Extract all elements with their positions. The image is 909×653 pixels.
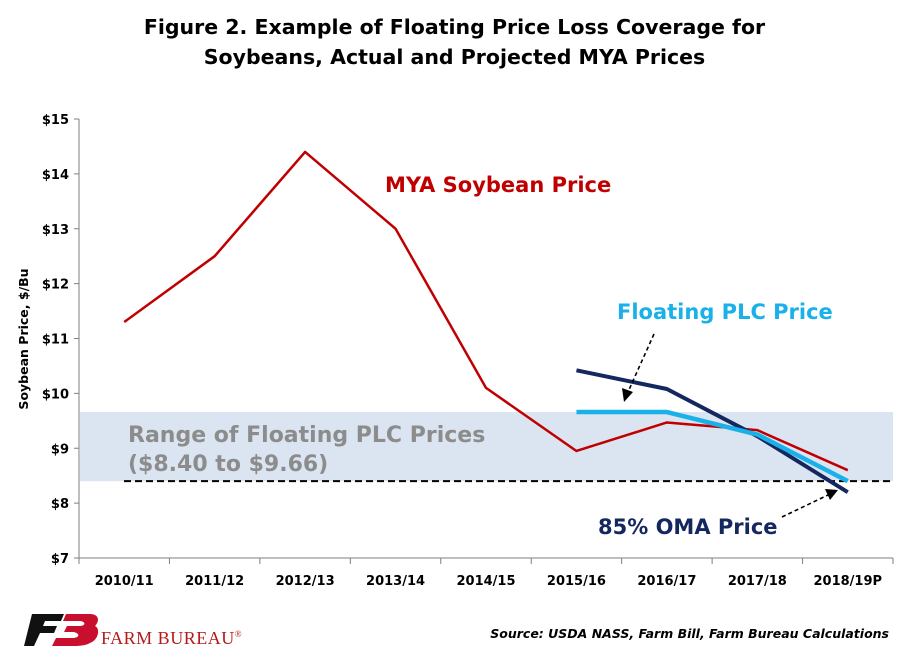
arrowhead-oma	[825, 489, 838, 500]
x-tick-label: 2016/17	[637, 574, 696, 589]
chart-title: Figure 2. Example of Floating Price Loss…	[0, 12, 909, 72]
farm-bureau-logo-icon	[24, 614, 99, 646]
series-line-floating-plc-price	[576, 409, 849, 484]
y-tick-label: $11	[42, 333, 69, 348]
x-tick-label: 2018/19P	[813, 574, 882, 589]
series-line-85-oma-price	[576, 368, 849, 494]
x-axis-ticks: 2010/11 2011/12 2012/13 2013/14 2014/15 2015/…	[78, 558, 894, 589]
source-note: Source: USDA NASS, Farm Bill, Farm Burea…	[490, 626, 889, 641]
series-label-oma: 85% OMA Price	[598, 515, 778, 539]
arrow-floating-plc	[627, 333, 655, 393]
series-label-floating-plc: Floating PLC Price	[617, 300, 833, 324]
title-line-2: Soybeans, Actual and Projected MYA Price…	[203, 45, 706, 69]
y-tick-label: $14	[42, 168, 69, 183]
y-tick-label: $7	[51, 552, 69, 567]
y-axis-ticks: $7 $8 $9 $10 $11 $12 $13 $14 $15	[42, 113, 79, 567]
band-label-line-1: Range of Floating PLC Prices	[128, 423, 485, 448]
brand-name: FARM BUREAU®	[101, 628, 242, 649]
band-label-line-2: ($8.40 to $9.66)	[128, 452, 328, 477]
y-tick-label: $8	[51, 497, 69, 512]
x-tick-label: 2014/15	[456, 574, 515, 589]
y-tick-label: $9	[51, 442, 69, 457]
x-tick-label: 2013/14	[366, 574, 425, 589]
x-tick-label: 2017/18	[728, 574, 787, 589]
series-lines	[123, 150, 849, 494]
y-tick-label: $10	[42, 387, 69, 402]
brand-text: FARM BUREAU	[101, 628, 235, 648]
series-label-mya: MYA Soybean Price	[385, 173, 611, 197]
x-tick-label: 2012/13	[276, 574, 335, 589]
farm-bureau-logo	[24, 612, 254, 648]
x-tick-label: 2010/11	[95, 574, 154, 589]
x-tick-label: 2011/12	[185, 574, 244, 589]
x-tick-label: 2015/16	[547, 574, 606, 589]
y-axis-label: Soybean Price, $/Bu	[16, 268, 31, 409]
y-tick-label: $12	[42, 278, 69, 293]
plc-range-band	[80, 412, 893, 482]
arrow-oma	[781, 494, 829, 518]
arrowhead-floating-plc	[622, 388, 633, 402]
y-tick-label: $13	[42, 223, 69, 238]
annotation-arrows	[622, 333, 838, 518]
title-line-1: Figure 2. Example of Floating Price Loss…	[143, 15, 766, 39]
y-tick-label: $15	[42, 113, 69, 128]
brand-trademark: ®	[234, 629, 243, 639]
